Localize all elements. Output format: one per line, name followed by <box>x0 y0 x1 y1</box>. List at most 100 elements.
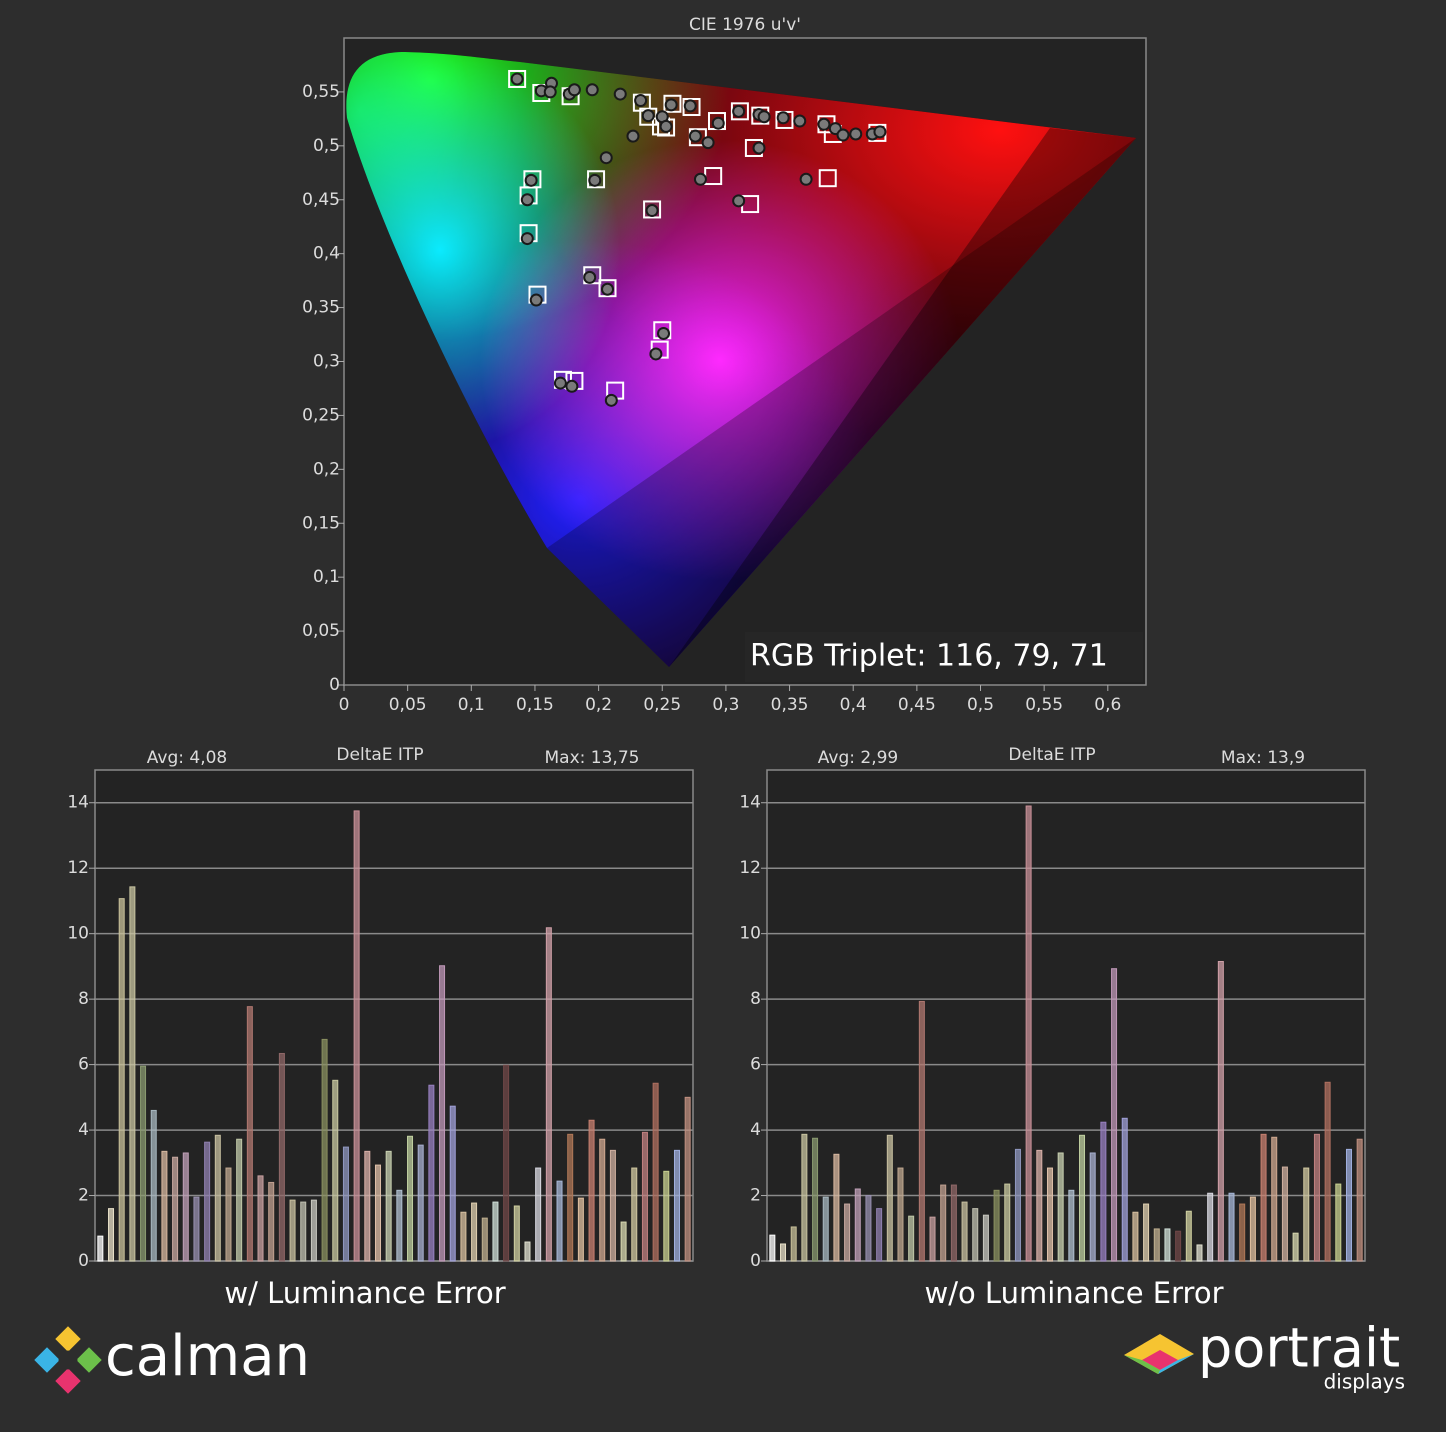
chart-title: CIE 1976 u'v' <box>689 15 801 35</box>
bar-chart: 0 2 4 6 8 10 12 14 Avg: 2,99 DeltaE ITP Max: 13,9 w… <box>739 745 1366 1310</box>
bar <box>1164 1228 1171 1262</box>
bar <box>214 1134 221 1262</box>
bar <box>236 1138 243 1262</box>
bar <box>182 1152 189 1262</box>
bar <box>972 1208 979 1262</box>
y-tick-label: 2 <box>78 1186 89 1206</box>
bar <box>780 1243 787 1262</box>
y-tick-label: 10 <box>67 924 89 944</box>
x-axis-label: w/o Luminance Error <box>924 1276 1223 1310</box>
target-square <box>598 279 617 298</box>
bar <box>1068 1189 1075 1262</box>
cie-chart: CIE 1976 u'v' 0 0,05 0,1 0,15 0,2 0,25 0,3 0,35 0… <box>302 15 1121 715</box>
bar <box>278 1052 285 1262</box>
y-tick-label: 12 <box>739 858 761 878</box>
y-tick-label: 0,35 <box>302 298 340 318</box>
y-tick-label: 0,4 <box>313 244 340 264</box>
measured-point <box>567 83 581 97</box>
bar <box>769 1234 776 1262</box>
bar <box>460 1211 467 1262</box>
bar-chart: 0 2 4 6 8 10 12 14 Avg: 4,08 DeltaE ITP Max: 13,75… <box>67 745 694 1310</box>
measured-point <box>583 270 597 284</box>
bar <box>407 1135 414 1262</box>
bar <box>385 1150 392 1262</box>
bar <box>812 1137 819 1262</box>
x-tick-label: 0,2 <box>585 695 612 715</box>
target-square <box>587 170 606 189</box>
bar <box>118 898 125 1262</box>
y-tick-label: 0,55 <box>302 82 340 102</box>
bar <box>225 1167 232 1262</box>
y-tick-label: 14 <box>67 793 89 813</box>
bar <box>524 1241 531 1262</box>
bar <box>1271 1136 1278 1262</box>
bar <box>204 1141 211 1262</box>
target-square <box>682 98 701 117</box>
measured-point <box>543 85 557 99</box>
bar <box>1121 1117 1128 1262</box>
y-tick-label: 6 <box>750 1055 761 1075</box>
annotation: RGB Triplet: 116, 79, 71 <box>750 639 1108 674</box>
bar <box>982 1214 989 1262</box>
bar <box>513 1205 520 1262</box>
y-tick-label: 14 <box>739 793 761 813</box>
bar <box>673 1149 680 1262</box>
bar <box>1004 1183 1011 1262</box>
measured-point <box>634 94 648 108</box>
bar <box>364 1150 371 1262</box>
bar <box>246 1006 253 1262</box>
bar <box>193 1196 200 1262</box>
bar <box>1335 1183 1342 1262</box>
y-tick-label: 10 <box>739 924 761 944</box>
bar <box>1356 1138 1363 1262</box>
measured-point <box>701 136 715 150</box>
avg-label: Avg: 2,99 <box>818 748 898 768</box>
bar <box>503 1064 510 1262</box>
bar <box>556 1180 563 1262</box>
bar <box>332 1079 339 1262</box>
bar <box>1303 1167 1310 1262</box>
bar <box>1089 1152 1096 1262</box>
bar <box>268 1181 275 1262</box>
bar <box>1196 1244 1203 1262</box>
measured-point <box>657 326 671 340</box>
bar <box>1292 1232 1299 1262</box>
bar <box>1046 1167 1053 1262</box>
bar <box>428 1084 435 1262</box>
bar <box>1207 1192 1214 1262</box>
bar <box>396 1189 403 1262</box>
bar <box>865 1195 872 1262</box>
bar <box>1345 1148 1352 1262</box>
max-label: Max: 13,75 <box>545 748 640 768</box>
bar <box>545 927 552 1262</box>
x-tick-label: 0,55 <box>1025 695 1063 715</box>
bar <box>1025 805 1032 1262</box>
bar <box>577 1197 584 1262</box>
bar <box>940 1184 947 1262</box>
bar <box>1057 1152 1064 1262</box>
measured-point <box>659 119 673 133</box>
x-tick-label: 0,05 <box>389 695 427 715</box>
y-tick-label: 6 <box>78 1055 89 1075</box>
bar <box>876 1208 883 1262</box>
measured-point <box>601 282 615 296</box>
measured-point <box>604 393 618 407</box>
chart-title: DeltaE ITP <box>1008 745 1095 765</box>
measured-point <box>613 87 627 101</box>
x-tick-label: 0,45 <box>898 695 936 715</box>
measured-point <box>553 376 567 390</box>
y-tick-label: 0,25 <box>302 405 340 425</box>
bar <box>1324 1081 1331 1262</box>
bar <box>481 1217 488 1262</box>
target-square <box>643 200 662 219</box>
bar <box>599 1138 606 1262</box>
y-tick-label: 0 <box>78 1251 89 1271</box>
measured-point <box>836 128 850 142</box>
bar <box>609 1149 616 1262</box>
measured-point <box>799 172 813 186</box>
x-tick-label: 0,1 <box>458 695 485 715</box>
bar <box>1036 1149 1043 1262</box>
bar <box>289 1199 296 1262</box>
y-tick-label: 12 <box>67 858 89 878</box>
x-tick-label: 0,35 <box>771 695 809 715</box>
